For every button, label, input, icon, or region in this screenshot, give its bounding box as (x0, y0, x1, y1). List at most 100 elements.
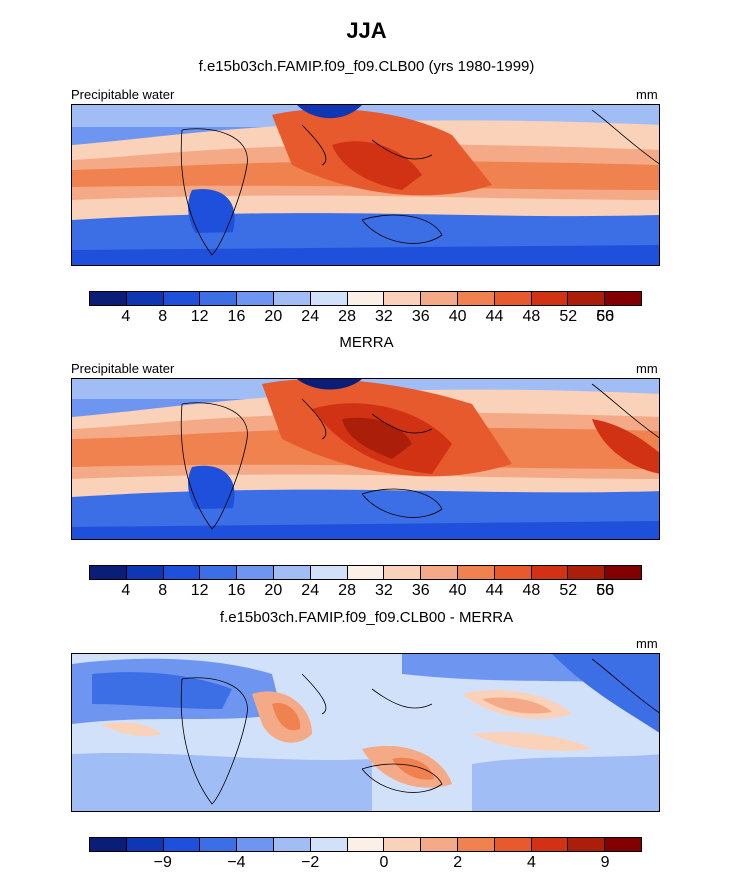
colorbar-cell (457, 566, 495, 579)
colorbar-cell (531, 838, 569, 851)
colorbar-cell (421, 566, 458, 579)
colorbar-cell (531, 292, 569, 305)
colorbar-tick-label: −2 (301, 854, 320, 871)
colorbar-cell (126, 566, 164, 579)
colorbar-cell (347, 566, 385, 579)
colorbar-cell (605, 838, 641, 851)
colorbar-tick-label: 60 (596, 308, 615, 325)
panel2-colorbar (89, 565, 642, 580)
colorbar-cell (605, 566, 641, 579)
subtitle-model: f.e15b03ch.FAMIP.f09_f09.CLB00 (yrs 1980… (198, 58, 535, 75)
panel1-variable-label: Precipitable water (71, 87, 175, 102)
colorbar-cell (273, 292, 311, 305)
colorbar-tick-label: 32 (375, 582, 393, 599)
colorbar-cell (237, 292, 274, 305)
colorbar-cell (126, 838, 164, 851)
colorbar-cell (568, 838, 606, 851)
colorbar-tick-label: 9 (600, 854, 610, 871)
colorbar-cell (421, 292, 458, 305)
colorbar-tick-label: 40 (448, 308, 467, 325)
colorbar-tick-label: 20 (264, 308, 283, 325)
colorbar-cell (273, 566, 311, 579)
colorbar-cell (310, 838, 348, 851)
colorbar-tick-label: 52 (559, 582, 578, 599)
colorbar-cell (605, 292, 641, 305)
panel1-colorbar-ticks: 4 8 12 16 20 24 28 32 36 40 44 48 52 56 60 (89, 308, 642, 326)
colorbar-cell (384, 838, 422, 851)
colorbar-tick-label: 12 (190, 582, 209, 599)
colorbar-tick-label: 56 (596, 582, 615, 599)
colorbar-tick-label: 52 (559, 308, 578, 325)
colorbar-cell (494, 566, 532, 579)
colorbar-cell (163, 292, 201, 305)
colorbar-cell (384, 566, 422, 579)
panel2-map-svg (72, 379, 659, 539)
colorbar-cell (310, 292, 348, 305)
colorbar-tick-label: 36 (411, 308, 430, 325)
colorbar-tick-label: 60 (596, 582, 615, 599)
colorbar-cell (568, 292, 606, 305)
colorbar-tick-label: 12 (190, 308, 209, 325)
panel2-units: mm (636, 361, 658, 376)
colorbar-cell (90, 566, 127, 579)
colorbar-cell (568, 566, 606, 579)
colorbar-tick-label: 40 (448, 582, 467, 599)
colorbar-tick-label: 48 (522, 308, 541, 325)
colorbar-cell (384, 292, 422, 305)
colorbar-cell (126, 292, 164, 305)
colorbar-tick-label: 16 (227, 582, 246, 599)
colorbar-tick-label: 24 (301, 308, 320, 325)
colorbar-cell (421, 838, 458, 851)
panel3-map (71, 653, 660, 812)
colorbar-cell (457, 292, 495, 305)
colorbar-tick-label: 32 (375, 308, 393, 325)
main-title: JJA (346, 18, 387, 43)
colorbar-tick-label: 36 (411, 582, 430, 599)
panel1-colorbar (89, 291, 642, 306)
panel2-map (71, 378, 660, 540)
panel1-map (71, 104, 660, 266)
colorbar-tick-label: 28 (338, 308, 356, 325)
colorbar-tick-label: 56 (596, 308, 615, 325)
colorbar-tick-label: 16 (227, 308, 246, 325)
colorbar-tick-label: 20 (264, 582, 283, 599)
colorbar-cell (494, 838, 532, 851)
colorbar-cell (347, 292, 385, 305)
subtitle-difference: f.e15b03ch.FAMIP.f09_f09.CLB00 - MERRA (219, 609, 514, 626)
colorbar-tick-label: 4 (121, 308, 131, 325)
colorbar-tick-label: 2 (453, 854, 463, 871)
colorbar-cell (310, 566, 348, 579)
colorbar-tick-label: 28 (338, 582, 356, 599)
colorbar-tick-label: 4 (121, 582, 131, 599)
colorbar-tick-label: 8 (158, 308, 168, 325)
colorbar-cell (237, 838, 274, 851)
colorbar-tick-label: 24 (301, 582, 320, 599)
panel2-colorbar-ticks: 4 8 12 16 20 24 28 32 36 40 44 48 52 56 60 (89, 582, 642, 600)
colorbar-cell (457, 838, 495, 851)
panel3-units: mm (636, 636, 658, 651)
colorbar-cell (200, 292, 238, 305)
colorbar-tick-label: −9 (153, 854, 172, 871)
colorbar-cell (494, 292, 532, 305)
subtitle-merra: MERRA (339, 334, 394, 351)
colorbar-cell (90, 838, 127, 851)
colorbar-cell (90, 292, 127, 305)
colorbar-tick-label: −4 (227, 854, 246, 871)
panel1-units: mm (636, 87, 658, 102)
colorbar-cell (163, 838, 201, 851)
panel2-variable-label: Precipitable water (71, 361, 175, 376)
panel3-colorbar-ticks: −9 −4 −2 0 2 4 9 (89, 854, 642, 872)
colorbar-cell (200, 838, 238, 851)
panel3-colorbar (89, 837, 642, 852)
colorbar-tick-label: 4 (526, 854, 536, 871)
colorbar-tick-label: 44 (485, 308, 504, 325)
colorbar-tick-label: 44 (485, 582, 504, 599)
colorbar-tick-label: 8 (158, 582, 168, 599)
colorbar-tick-label: 48 (522, 582, 541, 599)
colorbar-cell (347, 838, 385, 851)
colorbar-cell (200, 566, 238, 579)
panel1-map-svg (72, 105, 659, 265)
colorbar-cell (237, 566, 274, 579)
colorbar-tick-label: 0 (379, 854, 389, 871)
panel3-map-svg (72, 654, 659, 811)
